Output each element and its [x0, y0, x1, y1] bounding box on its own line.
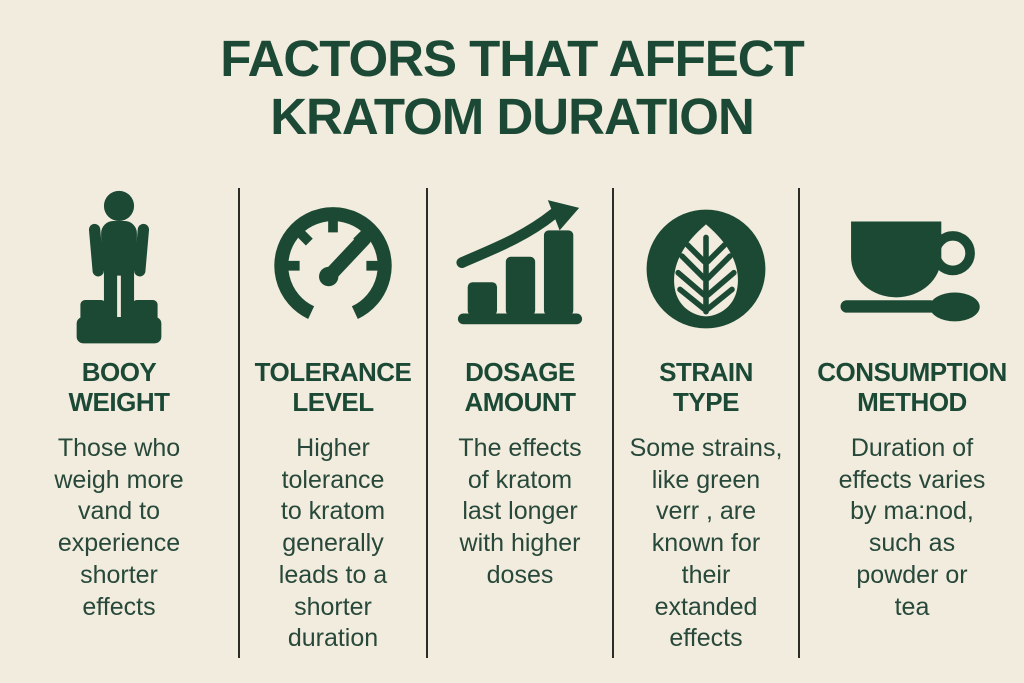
- column-description: Higher tolerance to kratom generally lea…: [278, 433, 388, 653]
- column-description: Some strains, like green verr , are know…: [629, 433, 783, 653]
- column-description: The effects of kratom last longer with h…: [458, 433, 582, 589]
- column-heading: STRAIN TYPE: [659, 357, 753, 417]
- gauge-icon: [263, 188, 403, 350]
- column-tolerance-level: TOLERANCE LEVEL Higher tolerance to krat…: [240, 188, 428, 658]
- column-heading: CONSUMPTION METHOD: [817, 357, 1007, 417]
- column-strain-type: STRAIN TYPE Some strains, like green ver…: [614, 188, 800, 658]
- factors-columns: BOOY WEIGHT Those who weigh more vand to…: [0, 188, 1024, 658]
- page-title: FACTORS THAT AFFECT KRATOM DURATION: [220, 30, 805, 145]
- column-dosage-amount: DOSAGE AMOUNT The effects of kratom last…: [428, 188, 614, 658]
- column-body-weight: BOOY WEIGHT Those who weigh more vand to…: [0, 188, 240, 658]
- column-consumption-method: CONSUMPTION METHOD Duration of effects v…: [800, 188, 1024, 658]
- leaf-circle-icon: [641, 188, 771, 350]
- column-heading: DOSAGE AMOUNT: [464, 357, 576, 417]
- cup-spoon-icon: [835, 188, 990, 350]
- column-heading: BOOY WEIGHT: [68, 357, 171, 417]
- bar-chart-arrow-icon: [454, 188, 586, 350]
- column-description: Duration of effects varies by ma:nod, su…: [838, 433, 986, 621]
- person-on-scale-icon: [63, 188, 175, 350]
- column-description: Those who weigh more vand to experience …: [54, 433, 184, 621]
- column-heading: TOLERANCE LEVEL: [254, 357, 412, 417]
